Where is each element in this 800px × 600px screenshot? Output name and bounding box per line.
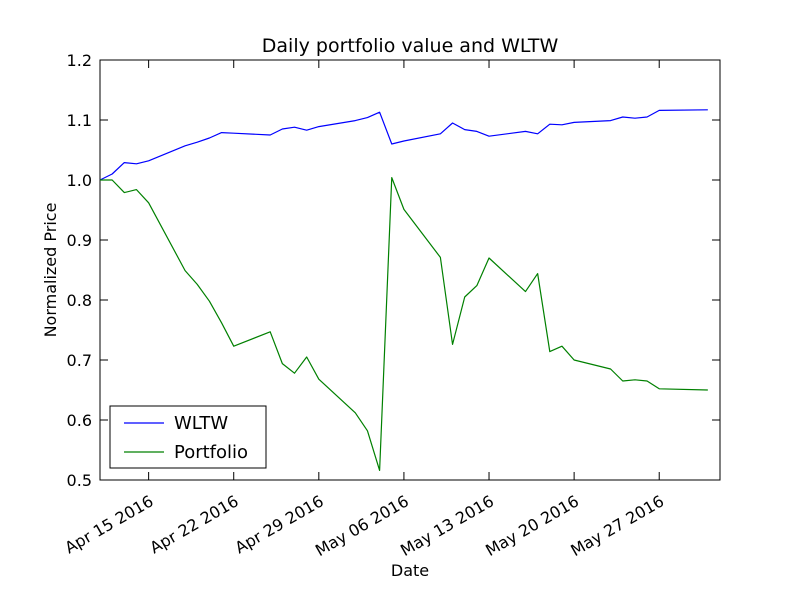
x-tick-label: May 13 2016 — [397, 491, 497, 560]
x-tick-label: May 27 2016 — [567, 491, 667, 560]
x-tick-label: Apr 22 2016 — [147, 491, 242, 557]
y-tick-label: 1.1 — [67, 111, 92, 130]
plot-frame — [99, 59, 721, 481]
chart-title: Daily portfolio value and WLTW — [262, 35, 559, 57]
y-tick-label: 0.6 — [67, 411, 92, 430]
y-tick-label: 1.2 — [67, 51, 92, 70]
series-line-portfolio — [100, 177, 708, 471]
x-tick-label: May 06 2016 — [312, 491, 412, 560]
legend-label-portfolio: Portfolio — [174, 442, 248, 463]
legend-box — [109, 405, 267, 469]
y-tick-label: 0.8 — [67, 291, 92, 310]
y-axis-label: Normalized Price — [41, 203, 60, 338]
y-tick-label: 0.7 — [67, 351, 92, 370]
series-line-wltw — [99, 109, 708, 181]
legend: WLTW Portfolio — [109, 405, 267, 469]
y-tick-label: 0.9 — [67, 231, 92, 250]
x-tick-label: Apr 15 2016 — [61, 491, 156, 557]
x-tick-label: Apr 29 2016 — [232, 491, 327, 557]
legend-label-wltw: WLTW — [174, 413, 228, 434]
y-tick-label: 1.0 — [67, 171, 92, 190]
x-tick-label: May 20 2016 — [482, 491, 582, 560]
y-tick-label: 0.5 — [67, 471, 92, 490]
x-axis-label: Date — [391, 561, 429, 580]
